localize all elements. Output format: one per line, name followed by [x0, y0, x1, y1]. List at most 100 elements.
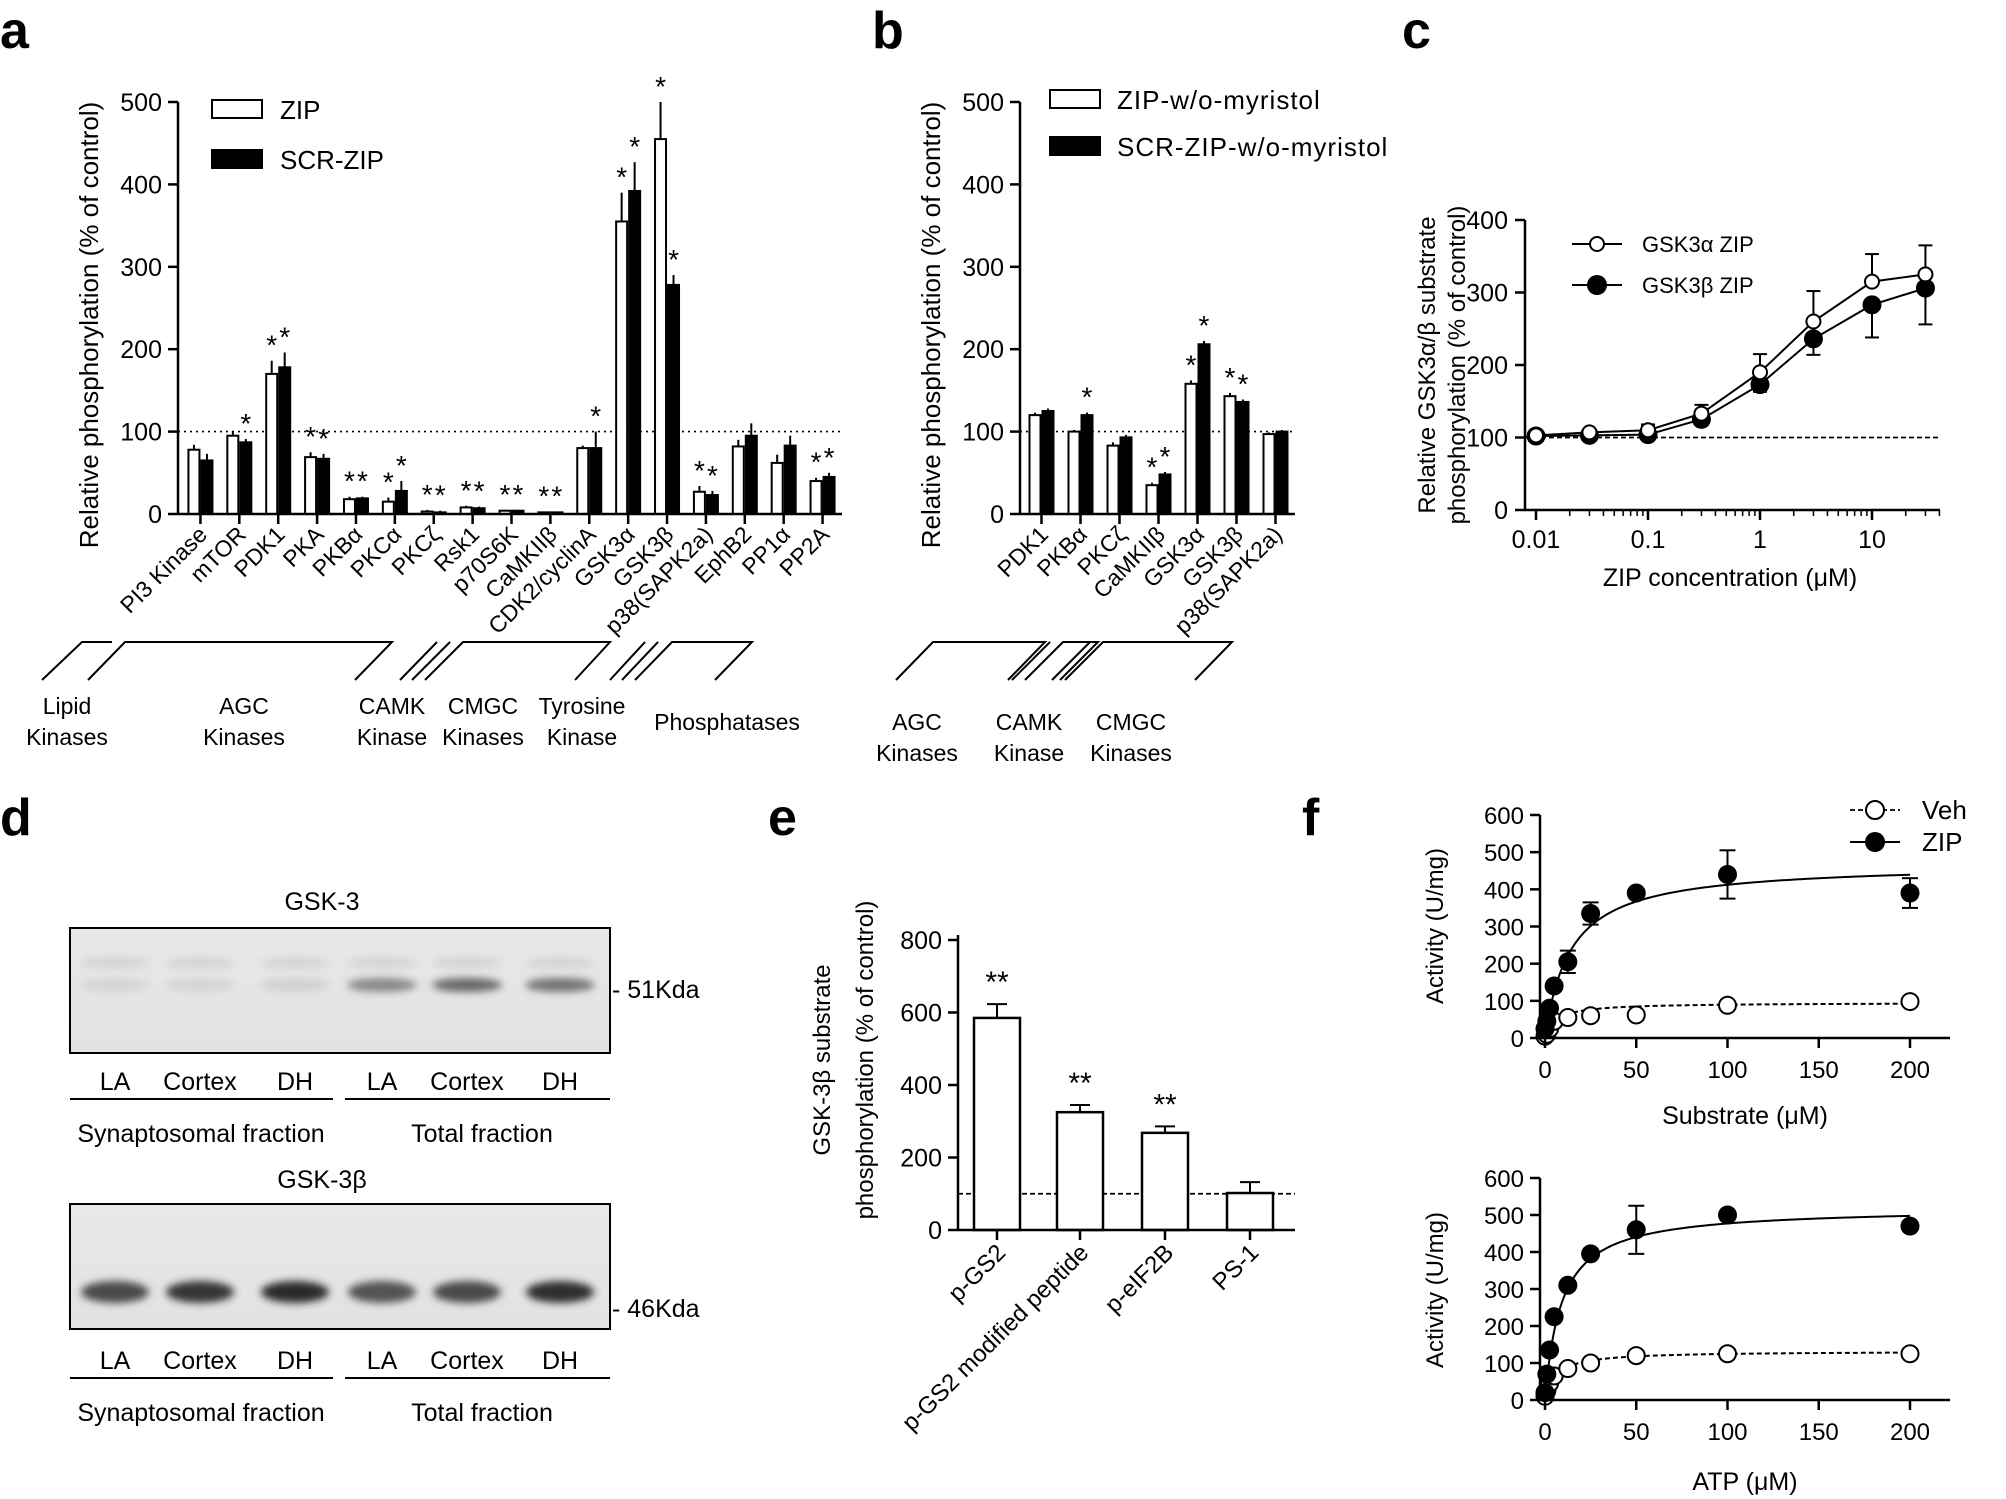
panel-c-point-gsk3-zip [1640, 422, 1656, 439]
group-cmgc-line2: Kinases [442, 724, 524, 750]
panel-f1-x-tick-label: 100 [1707, 1057, 1747, 1084]
panel-f1-point-veh [1718, 995, 1737, 1015]
blot-band-lane-1 [80, 978, 150, 992]
panel-a-star-cdk2-cyclina-scr: * [590, 401, 601, 432]
bracket-agc [87, 641, 395, 681]
panel-a-bar-pi3-kinase-zip [187, 448, 201, 515]
panel-c-x-tick-label: 1 [1753, 526, 1767, 554]
panel-a-legend-swatch-zip [211, 99, 263, 119]
panel-b-bar-p38-sapk2a-zip [1262, 433, 1276, 515]
bracket-camk-a [399, 641, 438, 681]
panel-f1-point-zip [1558, 952, 1578, 972]
panel-b-star-camkii-scr: * [1160, 441, 1171, 472]
bracket-b-camk-a [1011, 641, 1051, 681]
blot-band-lane-4 [348, 1281, 416, 1303]
panel-a-bar-pp1-scr [783, 444, 797, 515]
panel-e-y-tick-label: 0 [928, 1217, 942, 1245]
panel-f2-point-veh [1581, 1353, 1601, 1373]
group-lipid-line2: Kinases [26, 724, 108, 750]
panel-a-bar-pdk1-scr [278, 366, 292, 515]
panel-b-legend-label-zip: ZIP-w/o-myristol [1117, 85, 1321, 115]
panel-a-bar-gsk3-scr [667, 283, 681, 516]
panel-c-y-tick-label: 400 [1466, 207, 1508, 235]
blot-lane-label-dh: DH [542, 1347, 578, 1375]
panel-f1-y-tick-label: 200 [1484, 952, 1524, 979]
panel-a-bar-gsk3-zip [615, 220, 629, 515]
panel-e-category-label-p-gs2: p-GS2 [943, 1239, 1011, 1307]
bracket-b-cmgc-a [1051, 641, 1091, 681]
panel-f1-y-tick-label: 0 [1511, 1026, 1524, 1053]
bracket-b-camk-b [1024, 641, 1101, 681]
panel-b-legend-label-scr: SCR-ZIP-w/o-myristol [1117, 132, 1388, 162]
panel-f2-point-zip [1900, 1216, 1920, 1236]
blot-lane-label-la: LA [100, 1068, 131, 1096]
panel-a-bar-cdk2-cyclina-zip [576, 447, 590, 515]
panel-a-star-pdk1-scr: * [279, 321, 290, 352]
panel-a-bar-pkb-scr [355, 497, 369, 515]
panel-f1-x-tick-label: 0 [1538, 1057, 1551, 1084]
panel-b-bar-p38-sapk2a-scr [1275, 430, 1289, 516]
group-lipid-line1: Lipid [43, 693, 92, 719]
panel-f2-x-tick-label: 0 [1538, 1419, 1551, 1446]
panel-f2-point-zip [1544, 1307, 1564, 1327]
blot-lane-label-cortex: Cortex [163, 1347, 237, 1375]
panel-f1-x-label: Substrate (μM) [1662, 1102, 1828, 1130]
panel-a-y-tick-label: 500 [120, 89, 162, 117]
panel-c-point-gsk3-zip [1803, 329, 1823, 349]
blot-top-marker: - 51Kda [612, 976, 700, 1004]
panel-a-bar-pkc-scr [394, 489, 408, 516]
panel-a-y-tick-label: 400 [120, 171, 162, 199]
panel-f2-x-tick-label: 150 [1799, 1419, 1839, 1446]
panel-f1-y-tick-label: 100 [1484, 989, 1524, 1016]
panel-e-category-label-p-eif2b: p-eIF2B [1100, 1239, 1179, 1318]
blot-faint-band-lane-4 [347, 957, 417, 969]
panel-c-point-gsk3-zip [1805, 313, 1822, 330]
panel-c-point-gsk3-zip [1693, 405, 1710, 422]
panel-a-bar-pkc-zip [381, 500, 395, 516]
panel-a-star-camkii-zip: * [538, 481, 549, 512]
panel-a-bar-pdk1-zip [265, 372, 279, 516]
blot-faint-band-lane-5 [432, 957, 502, 969]
panel-f1-x-tick-label: 150 [1799, 1057, 1839, 1084]
panel-c-legend-label-alpha: GSK3α ZIP [1642, 232, 1754, 257]
blot-band-lane-2 [165, 978, 235, 992]
panel-f2-y-tick-label: 500 [1484, 1203, 1524, 1230]
panel-f1-point-zip [1540, 998, 1560, 1018]
panel-a-star-rsk1-scr: * [474, 476, 485, 507]
panel-c-legend-label-beta: GSK3β ZIP [1642, 273, 1754, 298]
panel-a-y-label: Relative phosphorylation (% of control) [74, 102, 104, 549]
panel-c-point-gsk3-zip [1917, 266, 1934, 283]
panel-b-bar-gsk3-zip [1223, 395, 1237, 515]
panel-e-star-p-eif2b: ** [1153, 1088, 1177, 1121]
bracket-b-cmgc-b [1064, 641, 1235, 681]
panel-d-blots: GSK-3 - 51Kda LA Cortex DH LA Cortex DH Synap… [69, 888, 700, 1427]
bracket-b-agc [895, 641, 1048, 681]
panel-b-star-gsk3-scr: * [1199, 310, 1210, 341]
panel-a-legend-swatch-scr [211, 149, 263, 169]
blot-lane-label-cortex: Cortex [163, 1068, 237, 1096]
panel-a-star-p70s6k-zip: * [500, 479, 511, 510]
panel-c-x-tick-label: 0.01 [1512, 526, 1561, 554]
panel-f1-x-tick-label: 200 [1890, 1057, 1930, 1084]
panel-b-bar-pdk1-zip [1028, 414, 1042, 515]
panel-f1-point-zip [1626, 883, 1646, 903]
panel-a-star-pkc-scr: * [396, 450, 407, 481]
panel-f2-fit-zip [1544, 1214, 1911, 1401]
blot-band-lane-5 [433, 1281, 501, 1303]
blot-faint-band-lane-1 [80, 957, 150, 969]
panel-b-bar-pkc-scr [1119, 436, 1133, 516]
panel-a-bar-pp2a-zip [809, 480, 823, 516]
panel-c-line-gsk3-zip [1535, 287, 1926, 438]
panel-f1-y-tick-label: 400 [1484, 877, 1524, 904]
panel-a-star-pkc-zip: * [422, 479, 433, 510]
panel-f2-x-tick-label: 50 [1623, 1419, 1650, 1446]
panel-e-star-p-gs2-modified-peptide: ** [1068, 1067, 1092, 1100]
panel-f2-point-veh [1558, 1359, 1578, 1379]
group-tyrosine-line1: Tyrosine [539, 693, 626, 719]
group-agc-line2: Kinases [203, 724, 285, 750]
panel-c-point-gsk3-zip [1750, 375, 1770, 395]
panel-b-star-camkii-zip: * [1147, 452, 1158, 483]
blot-lane-label-la: LA [100, 1347, 131, 1375]
